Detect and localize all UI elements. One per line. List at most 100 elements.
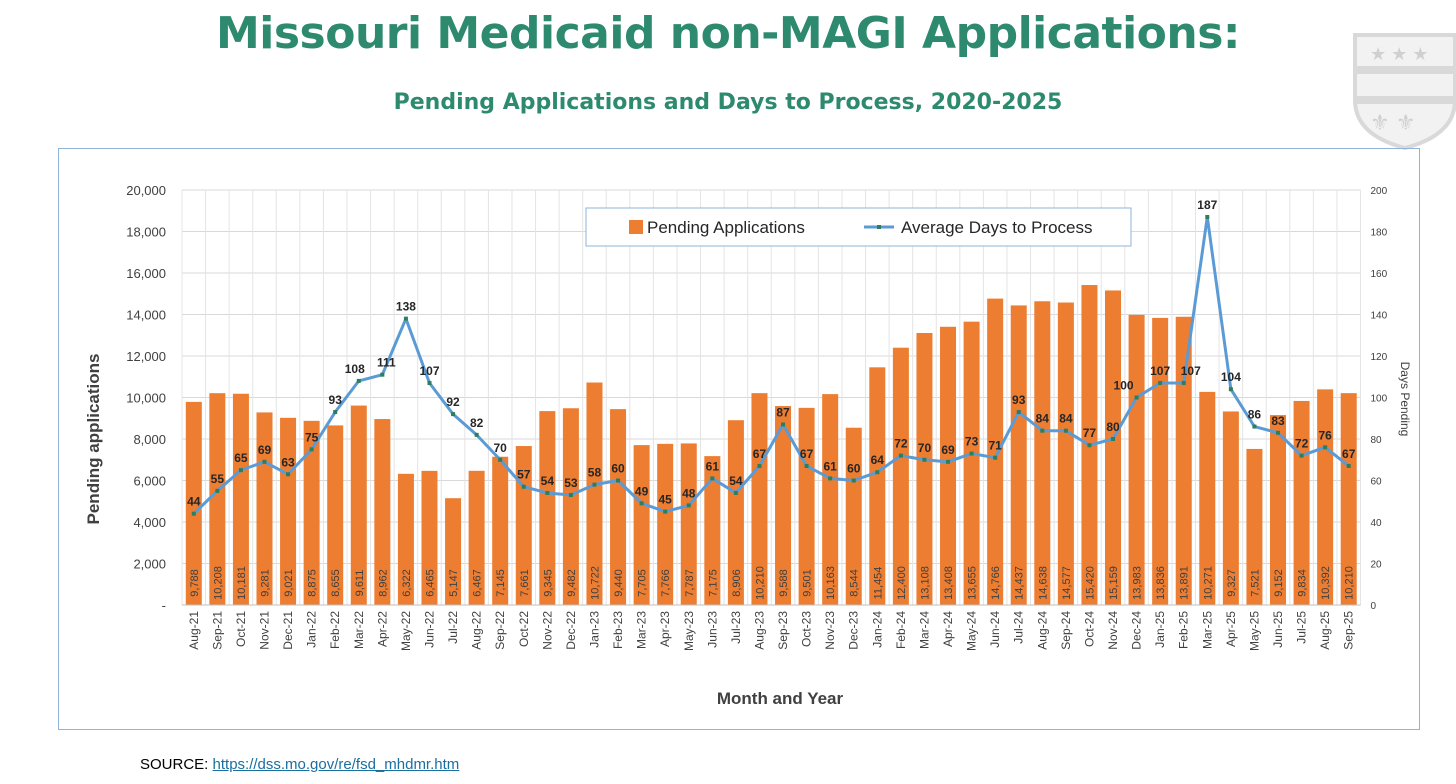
- bar: [374, 419, 391, 605]
- x-tick-label: Feb-22: [328, 611, 342, 649]
- bar: [1317, 389, 1334, 605]
- line-marker: [875, 470, 880, 475]
- bar-value-label: 14,766: [990, 566, 1002, 600]
- line-marker: [663, 509, 668, 514]
- line-value-label: 57: [517, 468, 531, 482]
- x-tick-label: Mar-25: [1200, 611, 1214, 649]
- bar: [350, 405, 367, 605]
- x-tick-label: Dec-22: [564, 611, 578, 650]
- line-marker: [215, 488, 220, 493]
- bar: [539, 411, 556, 605]
- x-tick-label: Oct-22: [517, 611, 531, 647]
- line-marker: [521, 484, 526, 489]
- legend-box: [585, 207, 1132, 247]
- bar: [680, 443, 697, 605]
- bar-value-label: 13,983: [1132, 566, 1144, 600]
- y2-tick-label: 180: [1371, 228, 1388, 239]
- x-tick-label: Aug-24: [1035, 611, 1049, 650]
- line-value-label: 76: [1318, 428, 1332, 442]
- source-link[interactable]: https://dss.mo.gov/re/fsd_mhdmr.htm: [212, 756, 460, 773]
- line-value-label: 107: [1181, 364, 1201, 378]
- line-marker: [474, 432, 479, 437]
- x-tick-label: Jul-24: [1012, 611, 1026, 644]
- line-marker: [710, 476, 715, 481]
- bar: [445, 498, 462, 605]
- line-value-label: 187: [1197, 198, 1217, 212]
- bar-value-label: 10,392: [1320, 566, 1332, 600]
- x-tick-label: Jul-22: [446, 611, 460, 644]
- line-marker: [1016, 410, 1021, 415]
- line-value-label: 80: [1106, 420, 1120, 434]
- x-tick-label: Jun-25: [1271, 611, 1285, 648]
- line-marker: [380, 372, 385, 377]
- source-label: SOURCE:: [140, 756, 213, 773]
- bar-value-label: 5,147: [448, 569, 460, 597]
- line-value-label: 70: [494, 441, 508, 455]
- x-tick-label: Dec-21: [281, 611, 295, 650]
- bar: [657, 443, 674, 605]
- bar: [1340, 393, 1357, 605]
- line-marker: [545, 490, 550, 495]
- line-value-label: 138: [396, 300, 416, 314]
- line-marker: [1346, 463, 1351, 468]
- line-value-label: 100: [1114, 379, 1134, 393]
- line-marker: [451, 412, 456, 417]
- bar: [869, 367, 886, 605]
- line-marker: [781, 422, 786, 427]
- line-value-label: 83: [1271, 414, 1285, 428]
- x-tick-label: Nov-22: [540, 611, 554, 650]
- line-value-label: 93: [329, 393, 343, 407]
- y2-tick-label: 20: [1371, 560, 1383, 571]
- line-value-label: 53: [564, 476, 578, 490]
- y-tick-label: 12,000: [126, 349, 166, 364]
- line-value-label: 71: [988, 439, 1002, 453]
- x-tick-label: Aug-21: [187, 611, 201, 650]
- x-tick-label: Apr-24: [941, 611, 955, 647]
- line-marker: [851, 478, 856, 483]
- line-marker: [1063, 428, 1068, 433]
- combo-chart: - 2,000 4,000 6,000 8,000 10,000 12,000 14,000 1…: [84, 183, 1412, 708]
- x-tick-label: Sep-22: [493, 611, 507, 650]
- bar: [327, 425, 344, 605]
- x-tick-label: Aug-22: [470, 611, 484, 650]
- bar: [727, 420, 744, 605]
- bar: [775, 406, 792, 605]
- line-value-label: 67: [800, 447, 814, 461]
- line-marker: [356, 378, 361, 383]
- line-marker: [828, 476, 833, 481]
- svg-text:⚜ ⚜: ⚜ ⚜: [1370, 110, 1416, 135]
- x-tick-label: Nov-21: [257, 611, 271, 650]
- line-value-label: 54: [729, 474, 743, 488]
- bar: [751, 393, 768, 605]
- chart-title: Missouri Medicaid non-MAGI Applications:: [216, 8, 1241, 59]
- line-value-label: 67: [1342, 447, 1356, 461]
- line-value-label: 107: [1150, 364, 1170, 378]
- bar-value-label: 10,163: [825, 566, 837, 600]
- line-marker: [1228, 387, 1233, 392]
- line-marker: [498, 457, 503, 462]
- bar-value-label: 10,271: [1202, 566, 1214, 600]
- x-axis-title: Month and Year: [717, 689, 844, 708]
- bar: [515, 446, 532, 605]
- bar: [916, 333, 933, 605]
- bar-value-label: 9,788: [189, 569, 201, 597]
- bar-value-label: 9,482: [566, 569, 578, 597]
- y-tick-label: 4,000: [133, 515, 166, 530]
- y2-tick-label: 140: [1371, 311, 1388, 322]
- bar-value-label: 8,875: [307, 569, 319, 597]
- x-tick-label: Feb-24: [894, 611, 908, 649]
- legend-label: Pending Applications: [647, 218, 805, 237]
- line-value-label: 77: [1083, 426, 1097, 440]
- days-line: [192, 215, 1350, 515]
- bar: [704, 456, 721, 605]
- bar-value-label: 7,787: [684, 569, 696, 597]
- bar-value-label: 9,588: [778, 569, 790, 597]
- line-value-label: 69: [941, 443, 955, 457]
- bar-value-label: 13,408: [943, 566, 955, 600]
- y-tick-label: 20,000: [126, 183, 166, 198]
- y2-tick-label: 60: [1371, 477, 1383, 488]
- x-tick-label: Sep-21: [210, 611, 224, 650]
- x-tick-label: Oct-21: [234, 611, 248, 647]
- line-value-label: 69: [258, 443, 272, 457]
- x-tick-label: Oct-23: [800, 611, 814, 647]
